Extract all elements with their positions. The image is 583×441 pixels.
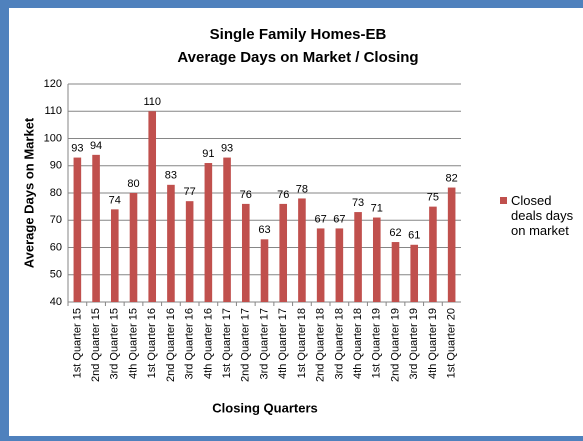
bar [129,193,138,302]
x-tick-label: 4th Quarter 17 [277,308,289,379]
x-tick-label: 4th Quarter 16 [202,308,214,379]
x-tick-label: 3rd Quarter 16 [184,308,196,380]
bar [148,111,157,302]
bar [298,198,306,302]
bar [354,212,362,302]
bar [73,157,82,302]
x-tick-label: 4th Quarter 15 [127,308,139,379]
background [9,8,583,436]
data-label: 74 [109,194,121,206]
data-label: 93 [71,142,83,154]
bar [391,242,400,302]
bar [447,187,456,302]
chart-subtitle: Average Days on Market / Closing [177,49,418,66]
data-label: 63 [258,224,270,236]
data-label: 75 [427,192,439,204]
data-label: 82 [446,172,458,184]
x-tick-label: 1st Quarter 18 [296,308,308,378]
data-label: 76 [277,189,289,201]
x-axis-title: Closing Quarters [212,400,317,415]
x-tick-label: 3rd Quarter 17 [258,308,270,380]
y-axis-title: Average Days on Market [21,117,36,268]
x-tick-label: 3rd Quarter 18 [333,308,345,380]
bar [110,209,119,302]
x-tick-label: 3rd Quarter 15 [109,308,121,380]
data-label: 73 [352,197,364,209]
data-label: 83 [165,170,177,182]
y-tick-label: 90 [50,160,62,172]
bar [185,201,194,302]
x-tick-label: 1st Quarter 17 [221,308,233,378]
x-tick-label: 2nd Quarter 17 [240,308,252,382]
x-tick-label: 2nd Quarter 15 [90,308,102,382]
legend-label: Closed deals days on market [511,193,574,238]
bar [279,203,288,302]
bar [223,157,231,302]
bar [410,244,419,302]
legend-swatch [500,197,507,204]
data-label: 77 [184,186,196,198]
data-label: 80 [127,178,139,190]
data-label: 91 [202,148,214,160]
y-tick-label: 50 [50,269,62,281]
x-tick-label: 1st Quarter 19 [371,308,383,378]
x-tick-label: 3rd Quarter 19 [408,308,420,380]
data-label: 67 [315,213,327,225]
chart-title: Single Family Homes-EB [210,26,387,43]
bar [316,228,325,302]
x-tick-label: 1st Quarter 20 [446,308,458,378]
bar [260,239,269,302]
x-tick-label: 2nd Quarter 18 [315,308,327,382]
data-label: 61 [408,230,420,242]
y-tick-label: 80 [50,187,62,199]
y-tick-label: 120 [44,78,62,90]
bar [167,184,175,302]
bar [204,163,213,302]
x-tick-label: 2nd Quarter 19 [389,308,401,382]
x-tick-label: 2nd Quarter 16 [165,308,177,382]
data-label: 93 [221,142,233,154]
x-tick-label: 1st Quarter 15 [71,308,83,378]
bar [372,217,381,302]
x-tick-label: 4th Quarter 19 [427,308,439,379]
y-tick-label: 100 [44,132,62,144]
bar [335,228,344,302]
data-label: 110 [143,96,161,108]
bar [241,203,250,302]
bar [429,206,437,302]
x-tick-label: 4th Quarter 18 [352,308,364,379]
data-label: 76 [240,189,252,201]
data-label: 71 [371,202,383,214]
y-tick-label: 70 [50,214,62,226]
y-tick-label: 110 [44,105,62,117]
data-label: 62 [389,227,401,239]
data-label: 78 [296,183,308,195]
y-tick-label: 40 [50,296,62,308]
data-label: 67 [333,213,345,225]
y-tick-label: 60 [50,241,62,253]
data-label: 94 [90,140,102,152]
bar [92,154,100,302]
x-tick-label: 1st Quarter 16 [146,308,158,378]
